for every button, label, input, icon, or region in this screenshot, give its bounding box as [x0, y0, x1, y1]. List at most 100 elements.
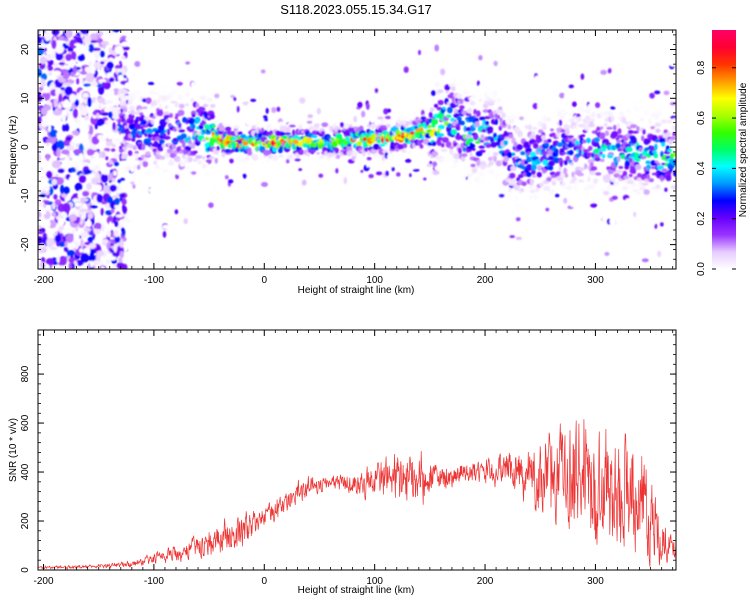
spectrogram-cell — [132, 67, 139, 71]
spectrogram-cell — [516, 144, 523, 151]
spectrogram-cell — [585, 39, 592, 44]
spectrogram-cell — [433, 103, 439, 108]
spectrogram-cell — [292, 139, 299, 145]
spectrogram-cell — [306, 151, 311, 157]
spectrogram-cell — [541, 135, 546, 140]
spectrogram-cell — [39, 30, 44, 38]
spectrogram-cell — [86, 182, 92, 190]
spectrogram-cell — [465, 127, 472, 132]
spectrogram-cell — [100, 173, 109, 183]
spectrogram-cell — [77, 54, 85, 62]
spectrogram-cell — [616, 103, 623, 109]
spectrogram-cell — [445, 114, 452, 118]
spectrogram-cell — [356, 141, 363, 147]
spectrogram-cell — [606, 126, 613, 130]
spectrogram-cell — [380, 118, 386, 125]
spectrogram-cell — [58, 62, 66, 66]
spectrogram-cell — [72, 198, 81, 202]
spectrogram-cell — [305, 165, 313, 172]
spectrogram-cell — [653, 114, 660, 121]
spectrogram-cell — [240, 134, 247, 139]
spectrogram-cell — [128, 113, 135, 120]
spectrogram-cell — [501, 210, 506, 214]
spectrogram-cell — [343, 177, 348, 185]
spectrogram-cell — [45, 258, 55, 265]
spectrogram-cell — [627, 130, 634, 134]
spectrogram-cell — [285, 159, 290, 164]
spectrogram-cell — [134, 178, 140, 186]
spectrogram-cell — [78, 175, 87, 183]
spectrogram-cell — [516, 111, 524, 117]
spectrogram-cell — [522, 77, 526, 82]
spectrogram-cell — [639, 187, 647, 191]
spectrogram-cell — [659, 137, 666, 144]
spectrogram-cell — [419, 144, 424, 149]
spectrogram-cell — [658, 83, 663, 88]
spectrogram-cell — [177, 94, 184, 101]
spectrogram-cell — [120, 180, 127, 187]
spectrogram-cell — [487, 169, 495, 174]
spectrogram-cell — [94, 222, 102, 230]
spectrogram-cell — [339, 87, 344, 94]
spectrogram-cell — [218, 126, 226, 132]
spectrogram-cell — [51, 202, 56, 210]
spectrogram-cell — [70, 241, 76, 249]
spectrogram-cell — [563, 197, 568, 204]
spectrogram-cell — [102, 43, 106, 50]
spectrogram-cell — [459, 21, 466, 25]
spectrogram-cell — [643, 110, 650, 115]
spectrogram-cell — [537, 120, 543, 127]
spectrogram-cell — [471, 34, 476, 41]
spectrogram-cell — [410, 154, 415, 159]
spectrogram-cell — [499, 81, 504, 85]
spectrogram-cell — [493, 60, 498, 67]
spectrogram-cell — [450, 129, 457, 135]
spectrogram-cell — [79, 217, 84, 225]
spectrogram-cell — [413, 112, 420, 118]
spectrogram-cell — [120, 193, 126, 198]
spectrogram-cell — [448, 25, 452, 29]
spectrogram-cell — [645, 170, 650, 175]
spectrogram-cell — [512, 91, 517, 95]
spectrogram-cell — [526, 164, 533, 171]
spectrogram-cell — [522, 216, 529, 222]
spectrogram-cell — [80, 30, 89, 35]
spectrogram-cell — [113, 170, 117, 176]
spectrogram-cell — [119, 88, 129, 95]
spectrogram-cell — [204, 172, 211, 176]
spectrogram-cell — [318, 173, 324, 178]
spectrogram-cell — [110, 89, 115, 97]
spectrogram-cell — [302, 109, 310, 117]
spectrogram-cell — [69, 93, 77, 103]
spectrogram-cell — [51, 30, 60, 36]
spectrogram-cell — [544, 142, 550, 147]
spectrogram-cell — [561, 185, 567, 190]
spectrogram-cell — [542, 159, 549, 166]
spectrogram-cell — [64, 241, 68, 247]
spectrogram-cell — [587, 158, 595, 164]
spectrogram-cell — [494, 91, 498, 97]
spectrogram-cell — [432, 161, 438, 167]
spectrogram-cell — [512, 247, 516, 253]
spectrogram-cell — [336, 112, 342, 118]
spectrogram-cell — [54, 199, 62, 206]
spectrogram-cell — [121, 55, 126, 60]
spectrogram-cell — [184, 103, 190, 107]
spectrogram-cell — [542, 126, 547, 130]
spectrogram-cell — [472, 147, 476, 151]
spectrogram-cell — [549, 189, 555, 195]
spectrogram-cell — [496, 114, 501, 119]
spectrogram-cell — [561, 52, 568, 60]
spectrogram-cell — [478, 55, 483, 61]
spectrogram-cell — [524, 124, 529, 130]
spectrogram-cell — [374, 88, 379, 94]
spectrogram-cell — [509, 235, 515, 239]
spectrogram-cell — [670, 232, 674, 239]
spectrogram-cell — [454, 184, 460, 189]
spectrogram-cell — [117, 74, 124, 82]
spectrogram-cell — [316, 115, 323, 121]
spectrogram-cell — [515, 236, 522, 241]
spectrogram-cell — [588, 145, 593, 151]
spectrogram-cell — [173, 36, 179, 41]
spectrogram-cell — [460, 120, 465, 126]
